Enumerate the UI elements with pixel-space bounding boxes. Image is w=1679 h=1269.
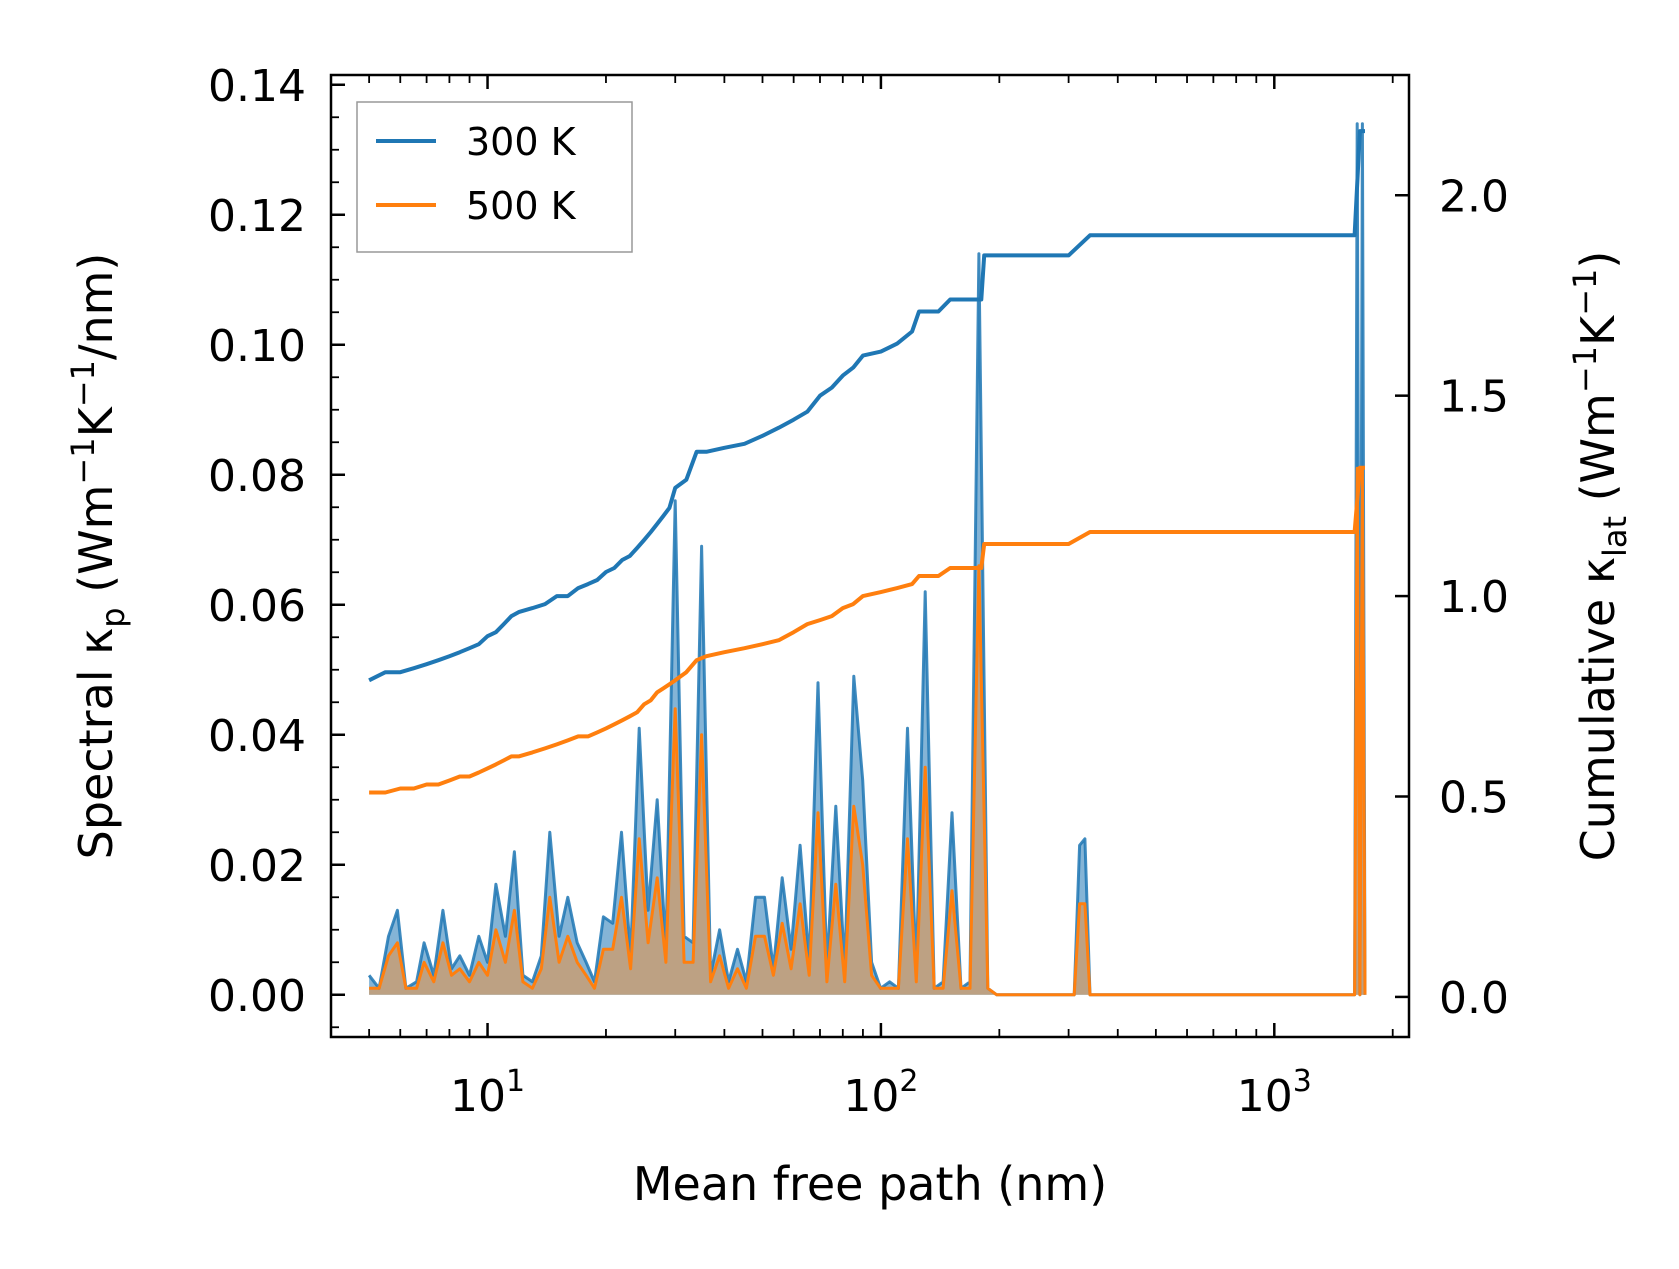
spectral-lines — [367, 122, 1367, 997]
y-left-tick-label: 0.12 — [208, 191, 306, 242]
cumulative-line-500k — [369, 465, 1365, 795]
cumulative-lines — [368, 129, 1365, 795]
x-tick-label: 103 — [1237, 1064, 1312, 1122]
y-right-tick-label: 0.0 — [1439, 973, 1509, 1024]
cumulative-line-300k — [368, 129, 1365, 683]
y-right-tick-label: 1.0 — [1439, 572, 1509, 623]
x-axis-label: Mean free path (nm) — [633, 1157, 1107, 1211]
y-axis-right: 0.0 0.5 1.0 1.5 2.0 — [1395, 171, 1509, 1024]
x-tick-label: 102 — [843, 1064, 918, 1122]
y-left-tick-label: 0.10 — [208, 321, 306, 372]
y-left-tick-label: 0.08 — [208, 451, 306, 502]
y-left-tick-label: 0.02 — [208, 841, 306, 892]
y-axis-left-label: Spectral κp (Wm−1K−1/nm) — [64, 253, 132, 860]
y-left-tick-label: 0.04 — [208, 711, 306, 762]
y-right-tick-label: 1.5 — [1439, 372, 1509, 423]
legend-label-300k: 300 K — [466, 120, 577, 164]
spectral-line-500k — [369, 466, 1367, 997]
y-left-tick-label: 0.06 — [208, 581, 306, 632]
y-axis-right-label: Cumulative κlat (Wm−1K−1) — [1566, 251, 1634, 862]
y-right-tick-label: 2.0 — [1439, 171, 1509, 222]
y-axis-left: 0.00 0.02 0.04 0.06 0.08 0.10 0.12 0.14 — [208, 61, 345, 1029]
plot-frame — [329, 73, 1411, 1039]
x-tick-label: 101 — [450, 1064, 525, 1122]
legend-box — [356, 101, 633, 253]
y-left-tick-label: 0.14 — [208, 61, 306, 112]
y-right-tick-label: 0.5 — [1439, 773, 1509, 824]
legend-label-500k: 500 K — [466, 184, 577, 228]
legend: 300 K 500 K — [356, 101, 633, 253]
x-axis: 101 102 103 — [330, 75, 1394, 1122]
y-left-tick-label: 0.00 — [208, 971, 306, 1022]
